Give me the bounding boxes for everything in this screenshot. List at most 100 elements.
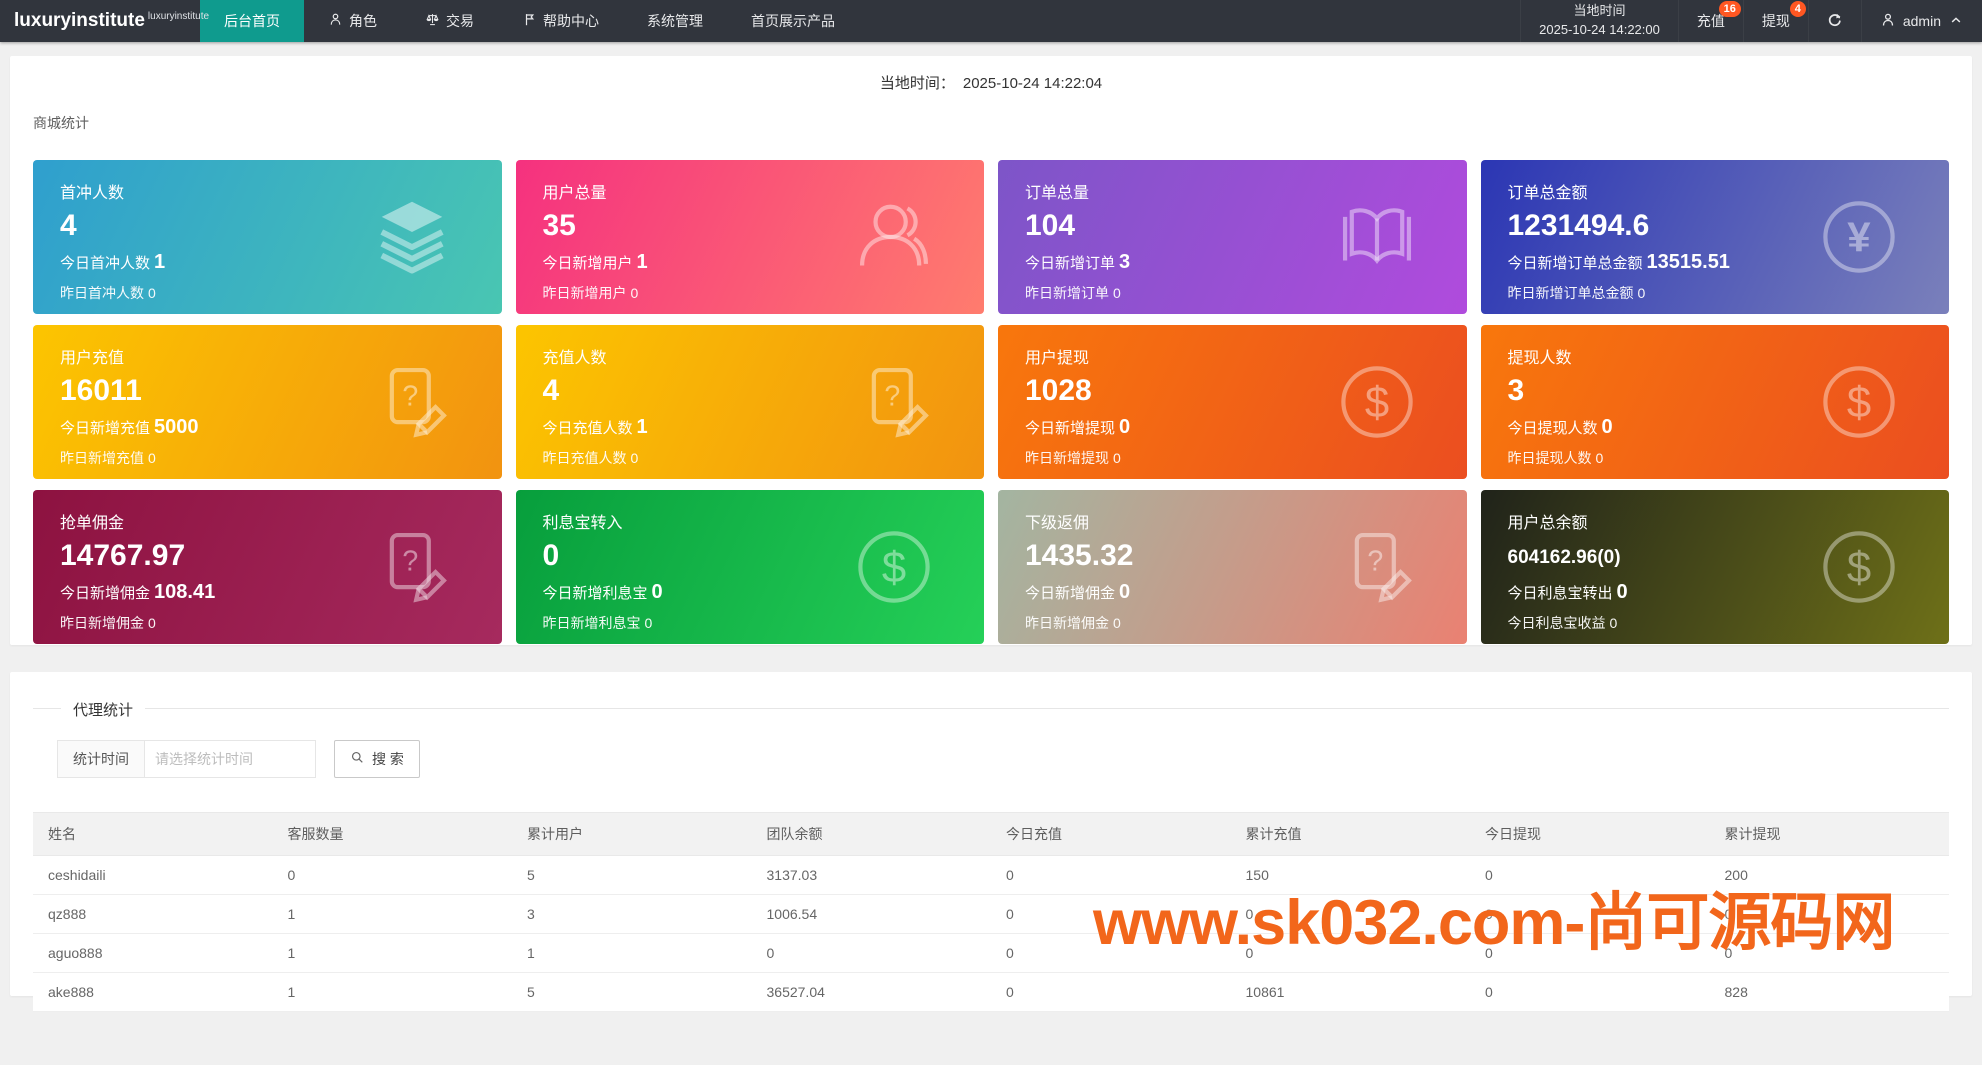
table-cell: 1006.54 (751, 894, 991, 934)
table-cell: 1 (512, 933, 752, 973)
stat-card-5: 用户充值 16011 今日新增充值 5000 昨日新增充值 0? (33, 325, 502, 479)
table-cell: 0 (991, 894, 1231, 934)
table-cell: 1 (272, 933, 512, 973)
stat-card-yesterday-line: 昨日首冲人数 0 (60, 284, 156, 301)
stat-card-yesterday-line: 今日利息宝收益 0 (1507, 614, 1618, 631)
table-cell: qz888 (33, 894, 273, 934)
table-cell: 0 (751, 933, 991, 973)
agent-table-header: 累计用户 (512, 812, 752, 856)
refresh-icon (1827, 12, 1843, 31)
stat-card-today-line: 今日新增利息宝 0 (542, 580, 663, 603)
stat-time-input[interactable] (144, 740, 316, 778)
edit-question-icon: ? (370, 360, 454, 444)
stat-card-12: 用户总余额 604162.96(0) 今日利息宝转出 0 今日利息宝收益 0 $ (1480, 490, 1949, 644)
stat-card-today-line: 今日新增充值 5000 (60, 415, 199, 438)
recharge-nav-item[interactable]: 充值 16 (1677, 0, 1743, 42)
edit-question-icon: ? (852, 360, 936, 444)
stat-card-title: 抢单佣金 (60, 515, 125, 532)
table-cell: 3 (512, 894, 752, 934)
table-cell: 10861 (1230, 972, 1470, 1012)
svg-text:?: ? (402, 380, 418, 412)
menu-item-label: 帮助中心 (543, 13, 599, 29)
stat-card-1: 首冲人数 4 今日首冲人数 1 昨日首冲人数 0 (33, 160, 502, 314)
stat-card-title: 订单总量 (1025, 185, 1090, 202)
agent-table-header: 今日提现 (1470, 812, 1710, 856)
table-cell: 0 (272, 855, 512, 895)
menu-item-2[interactable]: 角色 (304, 0, 401, 42)
table-cell: 200 (1709, 855, 1949, 895)
chevron-up-icon (1948, 12, 1964, 31)
book-icon (1335, 195, 1419, 279)
agent-fieldset: 代理统计 (33, 699, 1949, 720)
table-cell: 1 (272, 894, 512, 934)
user-icon (328, 12, 343, 30)
stat-card-value: 1435.32 (1025, 539, 1134, 572)
refresh-button[interactable] (1807, 0, 1861, 42)
search-icon (350, 750, 365, 768)
stat-card-value: 104 (1025, 209, 1076, 242)
agent-table: 姓名 客服数量 累计用户 团队余额 今日充值 累计充值 今日提现 累计提现 ceshidail… (33, 812, 1949, 1012)
stat-card-value: 35 (542, 209, 576, 242)
table-row-2: qz888 1 3 1006.54 0 0 0 0 (33, 894, 1949, 934)
table-cell: 0 (1470, 894, 1710, 934)
menu-item-label: 首页展示产品 (751, 13, 835, 29)
stat-card-value: 1028 (1025, 374, 1092, 407)
stat-card-yesterday-line: 昨日新增用户 0 (542, 284, 639, 301)
stat-card-value: 3 (1507, 374, 1525, 407)
stat-card-value: 4 (542, 374, 560, 407)
stat-card-10: 利息宝转入 0 今日新增利息宝 0 昨日新增利息宝 0 $ (515, 490, 984, 644)
table-row-1: ceshidaili 0 5 3137.03 0 150 0 200 (33, 855, 1949, 895)
stat-card-value: 604162.96(0) (1507, 547, 1621, 568)
menu-item-4[interactable]: 帮助中心 (498, 0, 623, 42)
stat-card-yesterday-line: 昨日新增订单 0 (1025, 284, 1121, 301)
users-icon (852, 195, 936, 279)
shop-stats-title: 商城统计 (33, 115, 89, 131)
dollar-circle-icon: $ (1817, 525, 1901, 609)
user-menu[interactable]: admin (1860, 0, 1982, 42)
table-cell: ake888 (33, 972, 273, 1012)
stat-card-value: 4 (60, 209, 77, 242)
stat-card-today-line: 今日利息宝转出 0 (1507, 580, 1628, 603)
flag-icon (522, 12, 537, 30)
edit-question-icon: ? (1335, 525, 1419, 609)
local-time-label: 当地时间 (1573, 3, 1626, 19)
withdraw-nav-item[interactable]: 提现 4 (1742, 0, 1808, 42)
menu-item-5[interactable]: 系统管理 (623, 0, 727, 42)
navbar-right: 当地时间 2025-10-24 14:22:00 充值 16 提现 4 admi… (1520, 0, 1982, 42)
stat-card-11: 下级返佣 1435.32 今日新增佣金 0 昨日新增佣金 0? (998, 490, 1467, 644)
menu-item-label: 系统管理 (647, 13, 703, 29)
stat-card-today-line: 今日新增佣金 0 (1025, 580, 1131, 603)
agent-table-header: 姓名 (33, 812, 273, 856)
table-cell: 0 (991, 933, 1231, 973)
stat-card-today-line: 今日新增提现 0 (1025, 415, 1131, 438)
menu-item-label: 交易 (446, 13, 474, 29)
stat-card-today-line: 今日新增订单总金额 13515.51 (1507, 250, 1730, 273)
stat-cards-grid: 首冲人数 4 今日首冲人数 1 昨日首冲人数 0 用户总量 35 今日新增用户 1 昨日新增用户 0 订… (33, 160, 1949, 644)
withdraw-badge: 4 (1789, 1, 1806, 17)
stat-card-2: 用户总量 35 今日新增用户 1 昨日新增用户 0 (515, 160, 984, 314)
stat-card-title: 利息宝转入 (542, 515, 623, 532)
agent-table-header: 今日充值 (991, 812, 1231, 856)
app-logo[interactable]: luxuryinstitute luxuryinstitute (0, 0, 209, 42)
search-button[interactable]: 搜 索 (334, 740, 420, 778)
stat-card-title: 订单总金额 (1507, 185, 1588, 202)
table-cell: aguo888 (33, 933, 273, 973)
menu-item-1[interactable]: 后台首页 (200, 0, 304, 42)
table-cell: 36527.04 (751, 972, 991, 1012)
stat-card-value: 16011 (60, 374, 142, 407)
menu-item-3[interactable]: 交易 (401, 0, 498, 42)
table-cell: 0 (1230, 894, 1470, 934)
table-cell: 0 (1230, 933, 1470, 973)
yen-circle-icon: ¥ (1817, 195, 1901, 279)
stat-card-title: 充值人数 (542, 350, 607, 367)
search-button-label: 搜 索 (372, 751, 404, 767)
stat-card-value: 0 (542, 539, 560, 572)
dollar-circle-icon: $ (852, 525, 936, 609)
stat-card-9: 抢单佣金 14767.97 今日新增佣金 108.41 昨日新增佣金 0? (33, 490, 502, 644)
menu-item-6[interactable]: 首页展示产品 (727, 0, 859, 42)
main-menu: 后台首页 角色 交易 帮助中心 系统管理 首页展示产品 (200, 0, 859, 42)
local-time-value: 2025-10-24 14:22:00 (1539, 22, 1660, 37)
svg-text:?: ? (1367, 545, 1383, 577)
stat-card-yesterday-line: 昨日充值人数 0 (542, 449, 639, 466)
stat-card-today-line: 今日新增用户 1 (542, 250, 648, 273)
